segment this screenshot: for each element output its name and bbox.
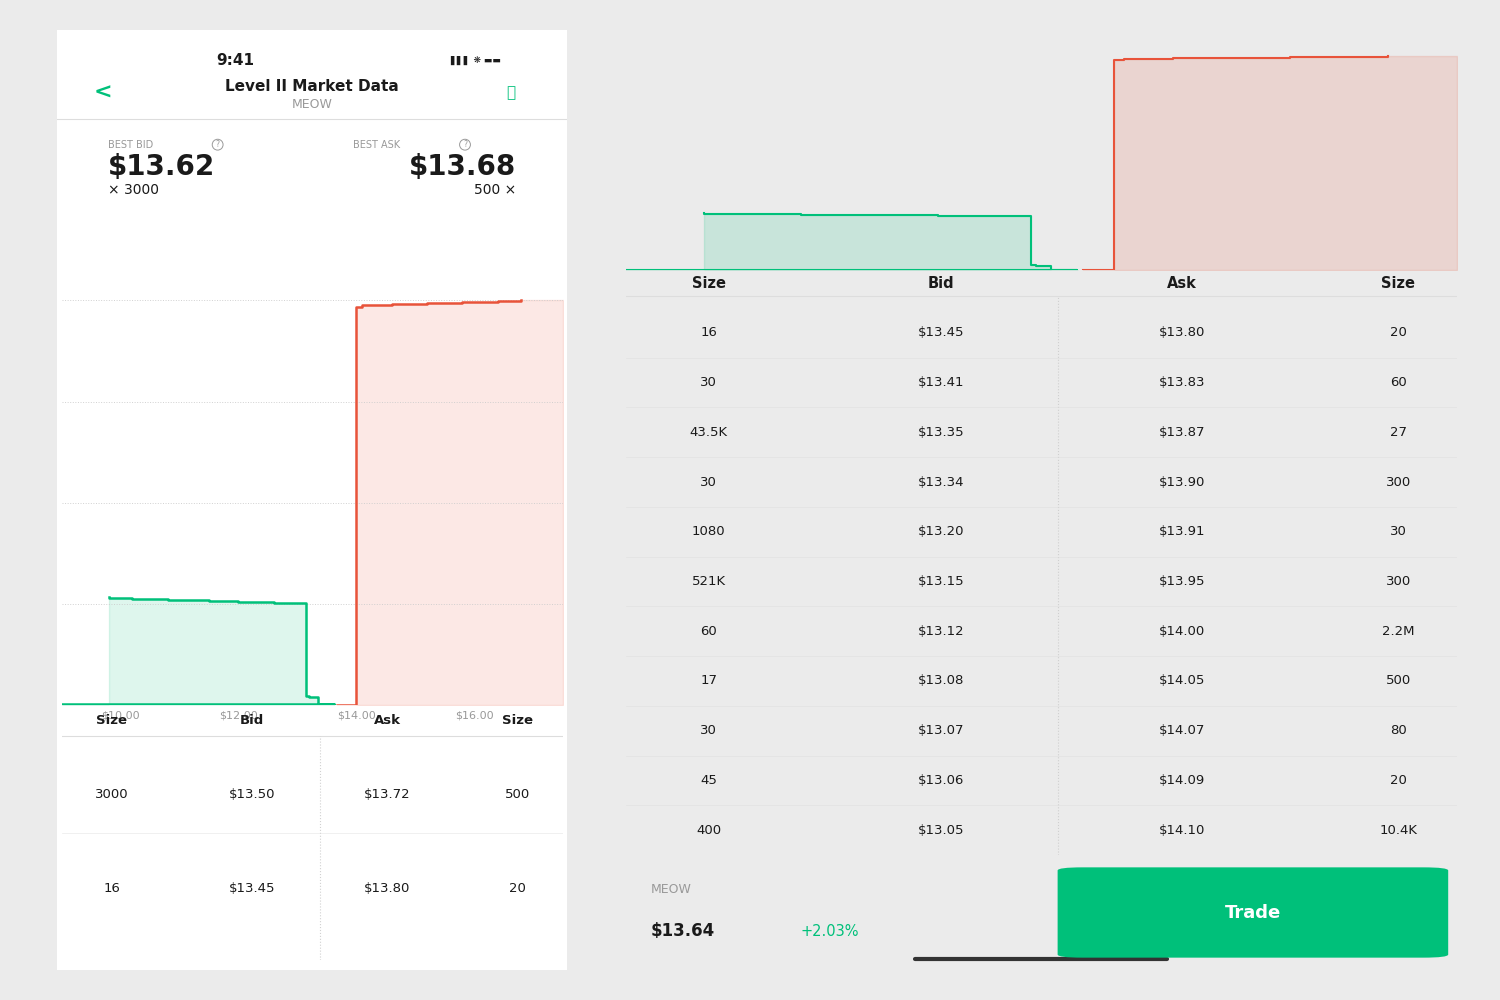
Text: MEOW: MEOW bbox=[291, 98, 333, 111]
Text: Size: Size bbox=[1382, 276, 1416, 291]
Text: $13.90: $13.90 bbox=[1160, 476, 1206, 489]
Text: $13.50: $13.50 bbox=[228, 788, 274, 801]
Text: $13.91: $13.91 bbox=[1160, 525, 1206, 538]
Text: Ask: Ask bbox=[1167, 276, 1197, 291]
Text: ⓘ: ⓘ bbox=[507, 85, 516, 100]
Text: $13.68: $13.68 bbox=[408, 153, 516, 181]
Text: ?: ? bbox=[464, 140, 466, 149]
Text: × 3000: × 3000 bbox=[108, 183, 159, 197]
Text: 2.2M: 2.2M bbox=[1382, 625, 1414, 638]
Text: $13.35: $13.35 bbox=[918, 426, 964, 439]
Text: Size: Size bbox=[503, 714, 532, 727]
Text: $13.08: $13.08 bbox=[918, 674, 964, 687]
Text: 16: 16 bbox=[700, 326, 717, 339]
Text: $13.05: $13.05 bbox=[918, 824, 964, 837]
Text: $13.72: $13.72 bbox=[364, 788, 411, 801]
Text: BEST ASK: BEST ASK bbox=[352, 140, 401, 150]
Text: $13.83: $13.83 bbox=[1160, 376, 1206, 389]
Text: $13.20: $13.20 bbox=[918, 525, 964, 538]
Text: $13.12: $13.12 bbox=[918, 625, 964, 638]
Text: 80: 80 bbox=[1390, 724, 1407, 737]
Text: 500: 500 bbox=[506, 788, 530, 801]
Text: $14.00: $14.00 bbox=[1160, 625, 1206, 638]
Text: 3000: 3000 bbox=[94, 788, 129, 801]
Text: 521K: 521K bbox=[692, 575, 726, 588]
Text: 20: 20 bbox=[509, 882, 526, 895]
Text: $13.45: $13.45 bbox=[228, 882, 274, 895]
Text: $14.07: $14.07 bbox=[1160, 724, 1206, 737]
Text: $14.10: $14.10 bbox=[1160, 824, 1206, 837]
Text: 300: 300 bbox=[1386, 575, 1411, 588]
Text: $14.05: $14.05 bbox=[1160, 674, 1206, 687]
Text: 20: 20 bbox=[1390, 326, 1407, 339]
Text: $13.62: $13.62 bbox=[108, 153, 216, 181]
Text: Bid: Bid bbox=[928, 276, 954, 291]
Text: Bid: Bid bbox=[240, 714, 264, 727]
Text: +2.03%: +2.03% bbox=[800, 924, 858, 939]
Text: MEOW: MEOW bbox=[651, 883, 692, 896]
Text: 30: 30 bbox=[700, 376, 717, 389]
Text: 500 ×: 500 × bbox=[474, 183, 516, 197]
Text: 17: 17 bbox=[700, 674, 717, 687]
Text: 16: 16 bbox=[104, 882, 120, 895]
Text: ?: ? bbox=[216, 140, 219, 149]
Text: 300: 300 bbox=[1386, 476, 1411, 489]
Text: Ask: Ask bbox=[374, 714, 400, 727]
Text: BEST BID: BEST BID bbox=[108, 140, 153, 150]
Text: $13.95: $13.95 bbox=[1160, 575, 1206, 588]
Text: $13.64: $13.64 bbox=[651, 922, 714, 940]
Text: Size: Size bbox=[96, 714, 128, 727]
Text: Level II Market Data: Level II Market Data bbox=[225, 79, 399, 94]
Text: 10.4K: 10.4K bbox=[1380, 824, 1417, 837]
FancyBboxPatch shape bbox=[1058, 867, 1448, 958]
Text: $13.87: $13.87 bbox=[1160, 426, 1206, 439]
Text: 43.5K: 43.5K bbox=[690, 426, 728, 439]
Text: 60: 60 bbox=[1390, 376, 1407, 389]
Text: 30: 30 bbox=[700, 724, 717, 737]
Text: <: < bbox=[93, 83, 112, 103]
Text: Trade: Trade bbox=[1226, 904, 1281, 922]
Text: 1080: 1080 bbox=[692, 525, 726, 538]
Text: $13.45: $13.45 bbox=[918, 326, 964, 339]
Text: 27: 27 bbox=[1390, 426, 1407, 439]
Text: 30: 30 bbox=[700, 476, 717, 489]
Text: $14.09: $14.09 bbox=[1160, 774, 1206, 787]
Text: 30: 30 bbox=[1390, 525, 1407, 538]
Text: ▌▌▌ ❋ ▬▬: ▌▌▌ ❋ ▬▬ bbox=[450, 55, 501, 65]
Text: Size: Size bbox=[692, 276, 726, 291]
Text: $13.07: $13.07 bbox=[918, 724, 964, 737]
Text: $13.06: $13.06 bbox=[918, 774, 964, 787]
Text: 400: 400 bbox=[696, 824, 721, 837]
Text: $13.41: $13.41 bbox=[918, 376, 964, 389]
Text: $13.80: $13.80 bbox=[364, 882, 411, 895]
Text: 9:41: 9:41 bbox=[216, 53, 255, 68]
Text: 60: 60 bbox=[700, 625, 717, 638]
Text: $13.15: $13.15 bbox=[918, 575, 964, 588]
Text: 500: 500 bbox=[1386, 674, 1411, 687]
Text: 20: 20 bbox=[1390, 774, 1407, 787]
Text: $13.34: $13.34 bbox=[918, 476, 964, 489]
Text: $13.80: $13.80 bbox=[1160, 326, 1206, 339]
Text: 45: 45 bbox=[700, 774, 717, 787]
